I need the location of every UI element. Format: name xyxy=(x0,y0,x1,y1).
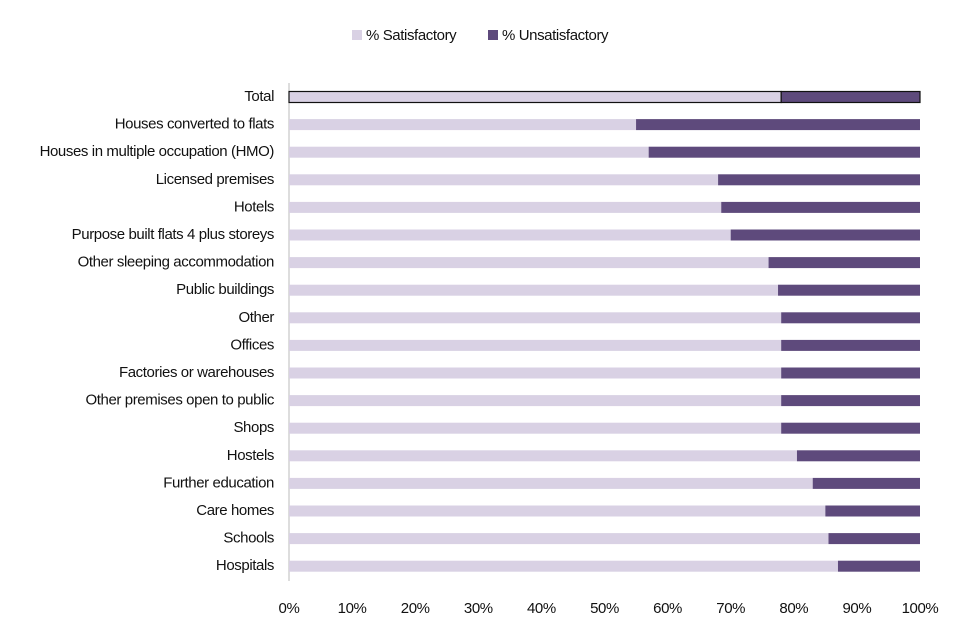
y-tick-label: Hostels xyxy=(227,447,274,464)
bar xyxy=(289,201,722,213)
y-tick-label: Schools xyxy=(223,530,274,547)
y-tick-label: Licensed premises xyxy=(156,171,274,188)
bar xyxy=(778,284,920,296)
x-tick-label: 30% xyxy=(464,600,493,617)
bar xyxy=(289,312,782,324)
bar xyxy=(288,90,782,104)
bar xyxy=(828,533,920,545)
x-tick-label: 60% xyxy=(653,600,682,617)
legend-label: % Unsatisfactory xyxy=(502,27,609,44)
y-tick-label: Public buildings xyxy=(176,281,274,298)
y-tick-label: Shops xyxy=(233,419,274,436)
x-tick-label: 90% xyxy=(842,600,871,617)
bar xyxy=(730,229,920,241)
bar xyxy=(780,90,921,104)
bar xyxy=(825,505,920,517)
y-tick-label: Houses in multiple occupation (HMO) xyxy=(40,143,275,160)
legend-swatch xyxy=(488,30,498,40)
bar xyxy=(289,505,826,517)
x-tick-label: 70% xyxy=(716,600,745,617)
x-tick-label: 40% xyxy=(527,600,556,617)
bar xyxy=(289,477,813,489)
bar xyxy=(648,146,920,158)
y-tick-label: Hotels xyxy=(234,198,274,215)
bar xyxy=(289,367,782,379)
bar xyxy=(781,339,920,351)
bar xyxy=(636,119,920,131)
y-tick-label: Other sleeping accommodation xyxy=(78,254,274,271)
y-tick-label: Hospitals xyxy=(216,557,274,574)
y-tick-label: Other xyxy=(238,309,274,326)
bar xyxy=(289,422,782,434)
x-tick-label: 10% xyxy=(338,600,367,617)
bar xyxy=(289,229,731,241)
y-tick-label: Houses converted to flats xyxy=(115,116,274,133)
bar xyxy=(289,395,782,407)
bar xyxy=(289,174,719,186)
y-tick-label: Other premises open to public xyxy=(85,392,274,409)
bar xyxy=(721,201,920,213)
y-tick-label: Care homes xyxy=(196,502,274,519)
x-tick-label: 20% xyxy=(401,600,430,617)
y-tick-label: Purpose built flats 4 plus storeys xyxy=(72,226,274,243)
bar xyxy=(812,477,920,489)
y-tick-label: Offices xyxy=(230,336,274,353)
bar xyxy=(289,450,797,462)
y-tick-label: Factories or warehouses xyxy=(119,364,274,381)
bar xyxy=(289,146,649,158)
x-tick-label: 50% xyxy=(590,600,619,617)
bar xyxy=(796,450,920,462)
bar xyxy=(837,560,920,572)
legend-label: % Satisfactory xyxy=(366,27,457,44)
bar xyxy=(781,422,920,434)
bar xyxy=(289,533,829,545)
bar xyxy=(781,312,920,324)
bar xyxy=(289,339,782,351)
bar xyxy=(289,119,637,131)
bar xyxy=(289,284,779,296)
x-tick-label: 100% xyxy=(902,600,939,617)
x-tick-label: 0% xyxy=(279,600,300,617)
bar xyxy=(718,174,920,186)
y-tick-label: Further education xyxy=(163,474,274,491)
y-tick-label: Total xyxy=(244,88,274,105)
bar xyxy=(768,257,920,269)
bar xyxy=(289,257,769,269)
bar xyxy=(781,395,920,407)
bar xyxy=(781,367,920,379)
bar xyxy=(289,560,838,572)
legend-swatch xyxy=(352,30,362,40)
x-tick-label: 80% xyxy=(779,600,808,617)
